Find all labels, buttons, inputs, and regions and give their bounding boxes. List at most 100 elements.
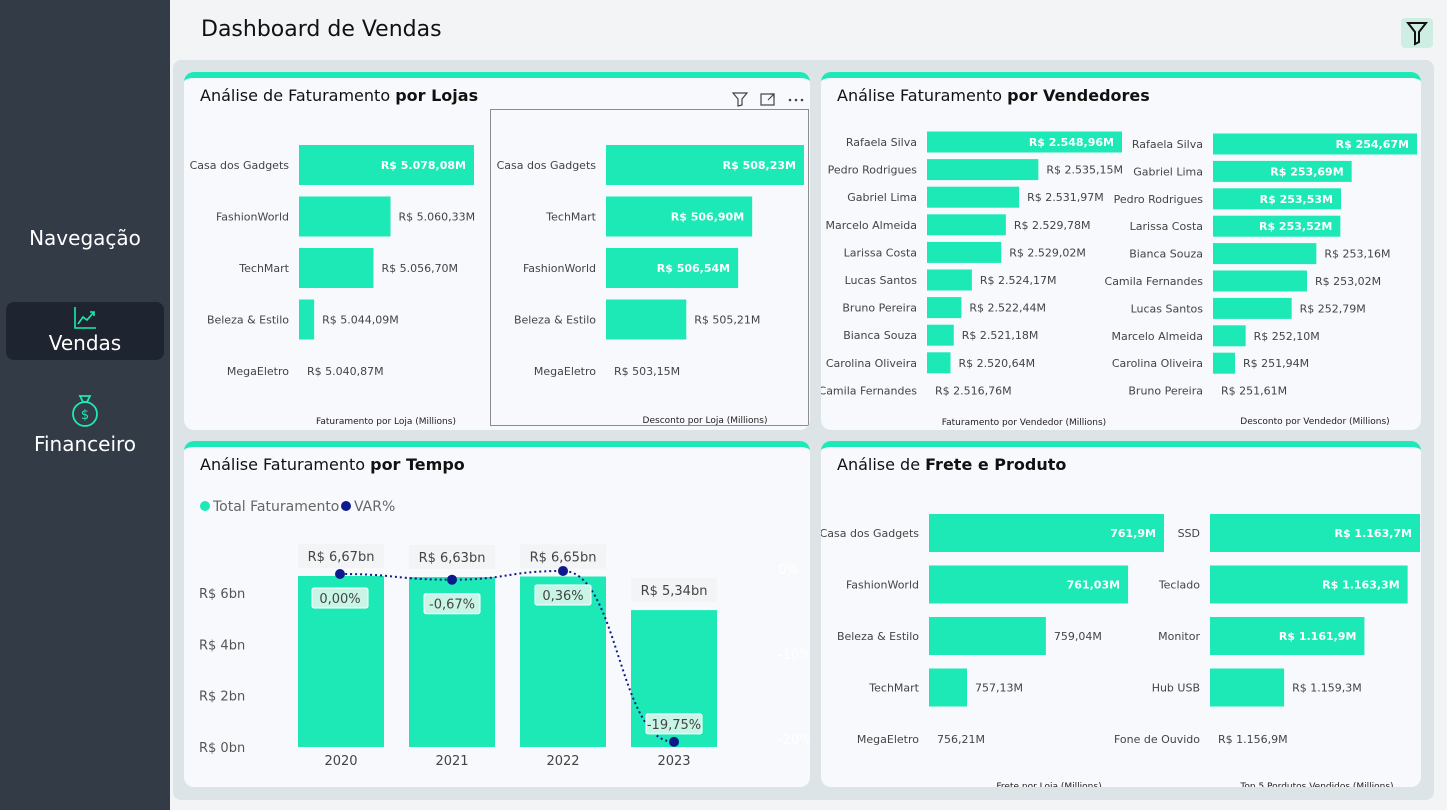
data-label: R$ 251,94M	[1243, 357, 1309, 370]
category-label: Rafaela Silva	[1132, 138, 1203, 151]
data-label: 759,04M	[1054, 630, 1102, 643]
var-label: 0,00%	[319, 592, 360, 607]
data-label: R$ 506,90M	[671, 211, 744, 224]
axis-title: Desconto por Loja (Millions)	[643, 416, 768, 426]
data-label: R$ 253,69M	[1270, 165, 1343, 178]
bar	[927, 241, 1002, 263]
card-lojas-charts: Casa dos Gadgets R$ 5.078,08M FashionWorld…	[190, 145, 804, 427]
selected-visual-border	[490, 109, 809, 426]
card-vendedores: Análise Faturamento por Vendedores Rafae…	[821, 72, 1421, 430]
bar	[1210, 565, 1408, 604]
bar	[1213, 297, 1292, 319]
var-point	[669, 736, 679, 747]
bar	[927, 186, 1020, 208]
category-label: Bianca Souza	[1129, 248, 1203, 261]
category-label: Beleza & Estilo	[837, 630, 919, 643]
more-options-icon[interactable]	[787, 90, 805, 108]
data-label: R$ 5.078,08M	[381, 159, 466, 172]
page-title: Dashboard de Vendas	[201, 17, 442, 42]
data-label: R$ 2.529,78M	[1014, 219, 1091, 232]
data-label-bg	[409, 545, 495, 570]
category-label: Casa dos Gadgets	[497, 159, 597, 172]
focus-mode-icon[interactable]	[759, 90, 777, 108]
visual-header	[731, 90, 807, 110]
nav-item-financeiro[interactable]: $ Financeiro	[6, 392, 164, 460]
x-tick-label: 2020	[324, 754, 357, 769]
data-label: R$ 1.161,9M	[1279, 630, 1357, 643]
category-label: Larissa Costa	[1130, 220, 1203, 233]
legend-label: VAR%	[354, 499, 395, 515]
category-label: Lucas Santos	[845, 274, 918, 287]
data-label: R$ 2.531,97M	[1027, 191, 1104, 204]
bar	[1213, 270, 1307, 292]
bar	[606, 248, 739, 288]
data-label: R$ 506,54M	[657, 262, 730, 275]
category-label: Casa dos Gadgets	[821, 527, 919, 540]
nav-item-label: Vendas	[48, 331, 122, 355]
y-tick-label: R$ 2bn	[199, 690, 245, 705]
category-label: Pedro Rodrigues	[1114, 193, 1204, 206]
bar	[927, 352, 951, 374]
bar	[929, 668, 967, 707]
data-label-bg	[631, 578, 717, 603]
filter-button[interactable]	[1401, 18, 1433, 48]
bar	[929, 565, 1129, 604]
sidebar: Navegação Vendas $ Financeiro	[0, 0, 170, 810]
axis-title: Top 5 Pordutos Vendidos (Millions)	[1239, 782, 1393, 787]
bar	[1213, 325, 1246, 347]
data-label: R$ 2.516,76M	[935, 384, 1012, 397]
category-label: Lucas Santos	[1131, 302, 1204, 315]
bar	[299, 145, 474, 185]
card-tempo-chart: Total Faturamento VAR% R$ 0bn R$ 2bn R$ 4bn R…	[199, 499, 810, 769]
data-label-bg	[520, 544, 606, 569]
category-label: Fone de Ouvido	[1114, 733, 1200, 746]
data-label: R$ 252,79M	[1300, 302, 1366, 315]
data-label: R$ 2.529,02M	[1009, 246, 1086, 259]
category-label: FashionWorld	[216, 211, 289, 224]
var-point	[558, 565, 568, 576]
card-tempo: Análise Faturamento por Tempo Total Fatu…	[184, 441, 810, 787]
category-label: MegaEletro	[534, 365, 596, 378]
bar	[1213, 215, 1341, 237]
var-label-bg	[311, 587, 369, 609]
bar	[299, 196, 391, 237]
bar	[606, 196, 753, 237]
card-title: Análise de Frete e Produto	[837, 455, 1067, 474]
bar	[299, 299, 315, 340]
bar	[1210, 668, 1285, 707]
data-label: R$ 6,67bn	[308, 550, 375, 565]
category-label: Pedro Rodrigues	[828, 164, 918, 177]
bar	[927, 269, 972, 291]
bar	[1213, 133, 1417, 155]
data-label: R$ 1.163,7M	[1334, 527, 1412, 540]
money-bag-icon: $	[72, 395, 98, 427]
data-label: R$ 503,15M	[614, 365, 680, 378]
data-label: R$ 5.060,33M	[399, 211, 476, 224]
data-label: R$ 2.522,44M	[969, 302, 1046, 315]
data-label: R$ 2.535,15M	[1046, 164, 1123, 177]
category-label: MegaEletro	[227, 365, 289, 378]
svg-text:$: $	[81, 408, 89, 423]
var-line	[339, 569, 675, 743]
data-label: R$ 508,23M	[723, 159, 796, 172]
category-label: Bianca Souza	[843, 329, 917, 342]
filter-icon[interactable]	[731, 90, 749, 108]
axis-title: Frete por Loja (Millions)	[996, 782, 1101, 787]
bar	[299, 248, 374, 288]
y-tick-label: R$ 4bn	[199, 638, 245, 653]
data-label: R$ 2.520,64M	[958, 357, 1035, 370]
nav-item-vendas[interactable]: Vendas	[6, 302, 164, 360]
y-tick-label: R$ 0bn	[199, 741, 245, 756]
var-point	[335, 569, 345, 579]
bar	[1213, 188, 1341, 210]
var-label-bg	[423, 593, 481, 615]
data-label: R$ 2.524,17M	[980, 274, 1057, 287]
data-label: R$ 2.548,96M	[1029, 136, 1114, 149]
bar	[927, 131, 1122, 153]
bar	[929, 514, 1164, 552]
var-label: -0,67%	[429, 598, 475, 613]
var-label: -19,75%	[647, 718, 701, 733]
data-label: R$ 505,21M	[694, 314, 760, 327]
line-chart-icon	[74, 307, 96, 329]
category-label: Beleza & Estilo	[514, 314, 596, 327]
